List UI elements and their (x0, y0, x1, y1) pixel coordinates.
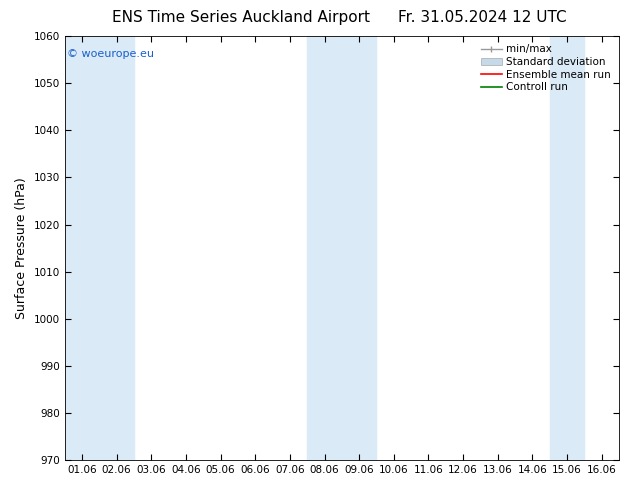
Text: © woeurope.eu: © woeurope.eu (67, 49, 155, 59)
Y-axis label: Surface Pressure (hPa): Surface Pressure (hPa) (15, 177, 28, 319)
Text: Fr. 31.05.2024 12 UTC: Fr. 31.05.2024 12 UTC (398, 10, 566, 25)
Legend: min/max, Standard deviation, Ensemble mean run, Controll run: min/max, Standard deviation, Ensemble me… (478, 41, 614, 96)
Bar (307, 36, 377, 460)
Text: ENS Time Series Auckland Airport: ENS Time Series Auckland Airport (112, 10, 370, 25)
Bar (65, 36, 134, 460)
Bar (550, 36, 585, 460)
